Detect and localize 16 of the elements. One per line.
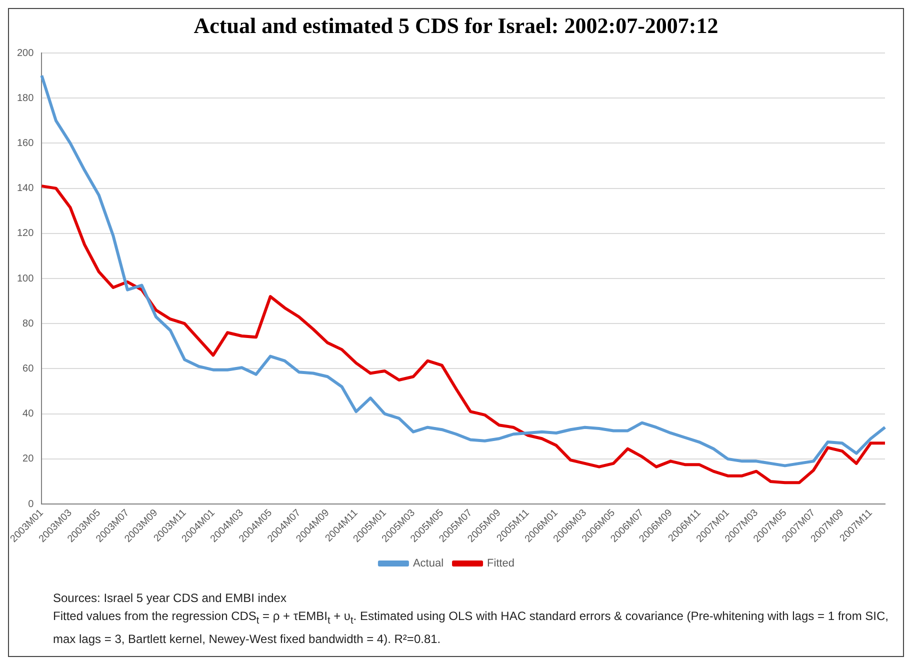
y-tick-label: 20 [22,454,34,465]
y-tick-label: 0 [28,498,34,510]
legend-label: Actual [412,558,444,570]
y-tick-label: 200 [16,48,34,59]
y-tick-label: 180 [16,92,34,104]
y-tick-label: 120 [16,228,34,240]
y-tick-label: 140 [16,183,34,194]
y-tick-label: 80 [22,318,34,330]
chart-title: Actual and estimated 5 CDS for Israel: 2002:07-2007:12 [192,12,720,39]
text: Fitted values from the regression CDS$_{t}$ = ρ + τEMBI$_{t}$ + υ$_{t}$. Estimated using OLS with HAC standard errors & covariance (Pre-whitening with lags = 1 from SIC, max lags = 3, Bartlett kernel, Newey-West fixed bandwidth = 4). R²=0.81. [53,608,889,648]
y-tick-label: 60 [22,363,34,374]
legend-label: Fitted [487,558,515,570]
source-note: Sources: Israel 5 year CDS and EMBI index [53,590,288,607]
y-tick-label: 40 [22,408,34,420]
y-tick-label: 100 [16,273,34,284]
y-tick-label: 160 [16,138,34,149]
